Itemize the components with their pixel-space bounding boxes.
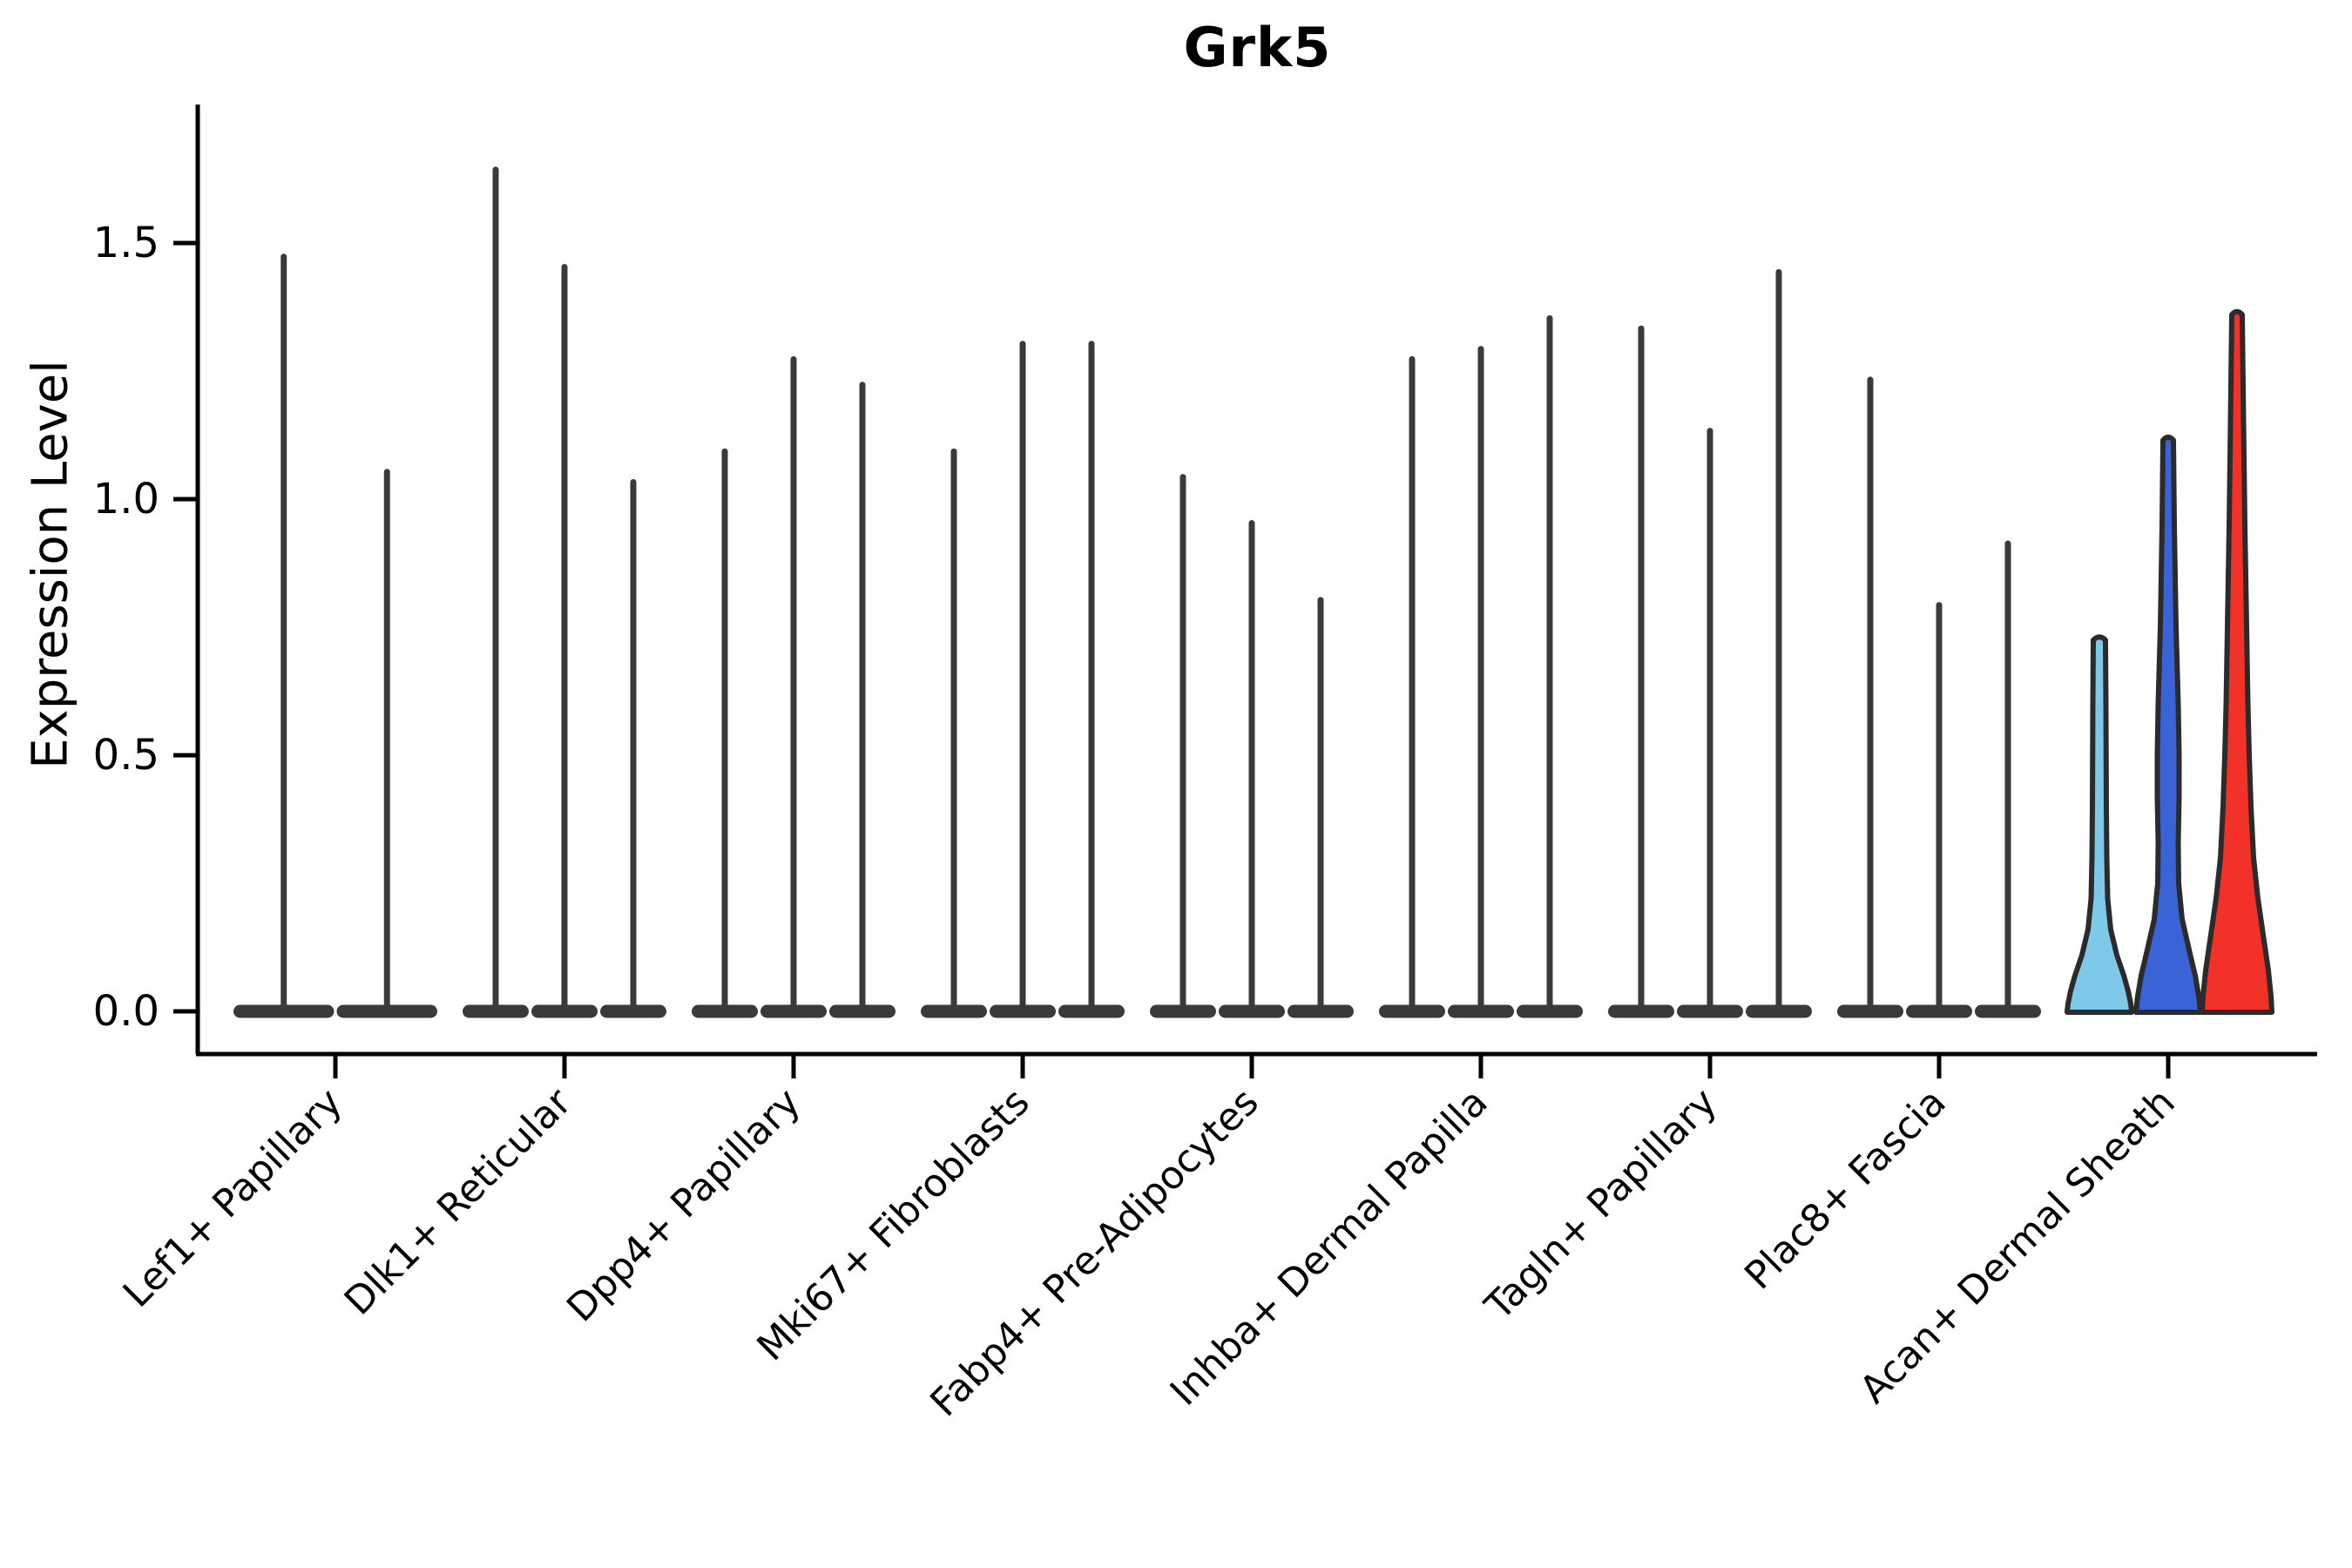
violin-base-group3-v1 [692, 1004, 758, 1018]
violin-base-group6-v1 [1379, 1004, 1445, 1018]
y-tick-label: 1.0 [93, 475, 159, 524]
violin-base-group7-v1 [1608, 1004, 1674, 1018]
violin-base-group5-v1 [1150, 1004, 1216, 1018]
violin-base-group6-v2 [1448, 1004, 1514, 1018]
x-tick-label: Tagln+ Papillary [1477, 1080, 1726, 1329]
violin-base-group7-v2 [1677, 1004, 1743, 1018]
violin-base-group8-v3 [1975, 1004, 2041, 1018]
x-tick-label: Dpp4+ Papillary [558, 1080, 809, 1331]
violin-base-group1-v2 [336, 1004, 437, 1018]
y-tick-label: 1.5 [93, 219, 159, 267]
violin-base-group8-v1 [1837, 1004, 1903, 1018]
violin-base-group3-v2 [760, 1004, 827, 1018]
y-tick-label: 0.5 [93, 731, 159, 780]
chart-title: Grk5 [1183, 16, 1332, 79]
violin-base-group5-v2 [1219, 1004, 1285, 1018]
violin-group9-v1 [2065, 634, 2134, 1015]
y-tick-label: 0.0 [93, 987, 159, 1036]
x-tick-label: Dlk1+ Reticular [336, 1079, 581, 1324]
violin-base-group4-v2 [990, 1004, 1056, 1018]
violin-base-group2-v3 [600, 1004, 666, 1018]
violin-base-group2-v1 [463, 1004, 529, 1018]
violin-base-group3-v3 [829, 1004, 896, 1018]
violin-base-group8-v2 [1906, 1004, 1972, 1018]
violin-base-group7-v3 [1746, 1004, 1812, 1018]
violin-base-group2-v2 [531, 1004, 598, 1018]
x-tick-label: Plac8+ Fascia [1736, 1080, 1955, 1299]
violin-base-group4-v1 [921, 1004, 987, 1018]
x-tick-label: Lef1+ Papillary [115, 1080, 351, 1316]
violin-group9-v3 [2200, 308, 2274, 1015]
violin-base-group6-v3 [1517, 1004, 1583, 1018]
violin-group9-v2 [2133, 434, 2203, 1015]
violin-base-group4-v3 [1058, 1004, 1125, 1018]
violin-base-group1-v1 [233, 1004, 335, 1018]
violin-base-group5-v3 [1288, 1004, 1354, 1018]
